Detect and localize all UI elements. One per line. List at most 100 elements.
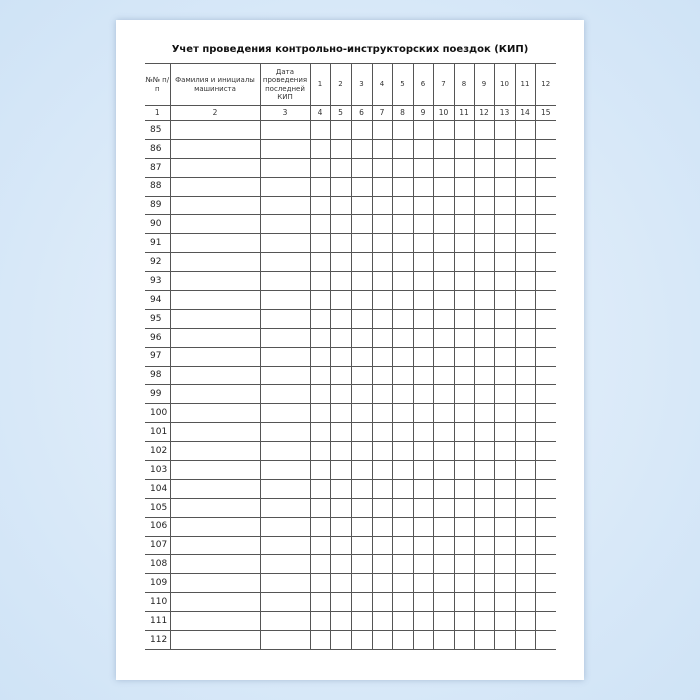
table-row: 109 xyxy=(145,573,556,594)
column-number-cell: 10 xyxy=(432,105,455,121)
empty-cell xyxy=(350,271,373,292)
empty-cell xyxy=(259,176,311,197)
column-number-cell: 11 xyxy=(453,105,475,121)
empty-cell xyxy=(371,384,393,405)
row-number: 108 xyxy=(145,554,171,575)
empty-cell xyxy=(391,308,414,329)
empty-cell xyxy=(391,497,414,518)
table-row: 99 xyxy=(145,384,556,405)
empty-cell xyxy=(432,630,455,650)
empty-cell xyxy=(412,422,434,443)
empty-cell xyxy=(371,611,393,632)
column-number-cell: 1 xyxy=(145,105,171,121)
empty-cell xyxy=(453,120,475,140)
header-cell: 12 xyxy=(534,63,556,106)
table-row: 111 xyxy=(145,611,556,632)
empty-cell xyxy=(350,214,373,235)
empty-cell xyxy=(453,554,475,575)
empty-cell xyxy=(391,195,414,216)
empty-cell xyxy=(453,271,475,292)
empty-cell xyxy=(329,233,352,254)
empty-cell xyxy=(169,120,261,140)
empty-cell xyxy=(493,120,516,140)
table-row: 92 xyxy=(145,252,556,273)
empty-cell xyxy=(329,346,352,367)
row-number: 92 xyxy=(145,252,171,273)
empty-cell xyxy=(259,497,311,518)
empty-cell xyxy=(391,554,414,575)
empty-cell xyxy=(453,346,475,367)
empty-cell xyxy=(309,573,331,594)
empty-cell xyxy=(473,346,495,367)
empty-cell xyxy=(514,138,536,159)
empty-cell xyxy=(309,403,331,424)
empty-cell xyxy=(309,214,331,235)
empty-cell xyxy=(432,592,455,613)
table-row: 101 xyxy=(145,422,556,443)
empty-cell xyxy=(169,611,261,632)
empty-cell xyxy=(391,441,414,462)
empty-cell xyxy=(412,290,434,310)
header-cell: 4 xyxy=(371,63,393,106)
empty-cell xyxy=(534,327,556,348)
empty-cell xyxy=(391,478,414,499)
row-number: 102 xyxy=(145,441,171,462)
empty-cell xyxy=(534,176,556,197)
empty-cell xyxy=(391,233,414,254)
document-page: Учет проведения контрольно-инструкторски… xyxy=(116,20,584,680)
empty-cell xyxy=(514,233,536,254)
empty-cell xyxy=(412,271,434,292)
empty-cell xyxy=(169,441,261,462)
empty-cell xyxy=(514,441,536,462)
table-row: 97 xyxy=(145,346,556,367)
empty-cell xyxy=(309,516,331,537)
empty-cell xyxy=(493,346,516,367)
empty-cell xyxy=(514,592,536,613)
empty-cell xyxy=(412,346,434,367)
empty-cell xyxy=(473,441,495,462)
header-cell: 9 xyxy=(473,63,495,106)
empty-cell xyxy=(169,195,261,216)
row-number: 99 xyxy=(145,384,171,405)
empty-cell xyxy=(371,460,393,480)
empty-cell xyxy=(493,233,516,254)
empty-cell xyxy=(259,308,311,329)
empty-cell xyxy=(514,214,536,235)
empty-cell xyxy=(371,441,393,462)
row-number: 89 xyxy=(145,195,171,216)
empty-cell xyxy=(259,157,311,178)
empty-cell xyxy=(473,422,495,443)
empty-cell xyxy=(453,422,475,443)
empty-cell xyxy=(169,535,261,556)
empty-cell xyxy=(432,516,455,537)
empty-cell xyxy=(329,157,352,178)
empty-cell xyxy=(391,460,414,480)
empty-cell xyxy=(432,138,455,159)
empty-cell xyxy=(493,176,516,197)
empty-cell xyxy=(412,592,434,613)
empty-cell xyxy=(432,478,455,499)
empty-cell xyxy=(534,573,556,594)
empty-cell xyxy=(169,271,261,292)
empty-cell xyxy=(391,422,414,443)
empty-cell xyxy=(169,384,261,405)
empty-cell xyxy=(514,346,536,367)
table-row: 105 xyxy=(145,497,556,518)
empty-cell xyxy=(534,478,556,499)
empty-cell xyxy=(350,403,373,424)
empty-cell xyxy=(259,138,311,159)
empty-cell xyxy=(514,271,536,292)
empty-cell xyxy=(259,611,311,632)
kip-table: №№ п/п Фамилия и инициалы машиниста Дата п… xyxy=(145,63,556,650)
empty-cell xyxy=(453,611,475,632)
row-number: 107 xyxy=(145,535,171,556)
empty-cell xyxy=(391,290,414,310)
empty-cell xyxy=(259,630,311,650)
empty-cell xyxy=(534,554,556,575)
row-number: 103 xyxy=(145,460,171,480)
empty-cell xyxy=(169,290,261,310)
empty-cell xyxy=(473,535,495,556)
column-number-cell: 14 xyxy=(514,105,536,121)
empty-cell xyxy=(371,195,393,216)
empty-cell xyxy=(350,290,373,310)
